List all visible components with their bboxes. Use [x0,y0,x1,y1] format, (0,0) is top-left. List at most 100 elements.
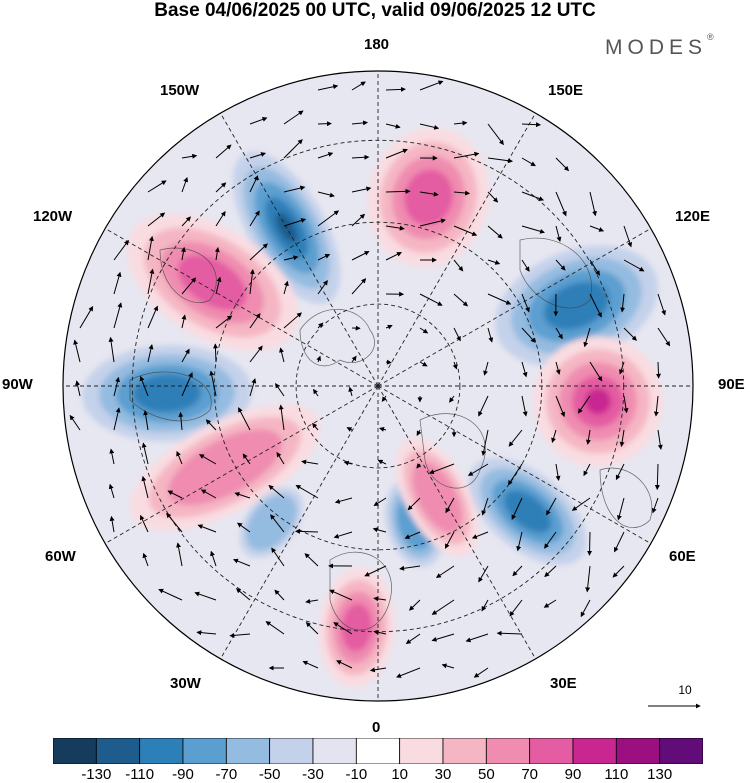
wind-vector [158,588,183,601]
wind-vector [249,378,257,397]
map-title: Base 04/06/2025 00 UTC, valid 09/06/2025… [154,0,596,21]
wind-vector [487,327,494,343]
wind-vector [521,361,528,378]
wind-vector [612,565,625,578]
wind-vector [147,344,154,363]
wind-vector [372,527,387,533]
label-180: 180 [364,36,390,53]
positive-anomaly [367,127,490,267]
wind-vector [283,280,289,295]
wind-vector [194,591,217,601]
wind-vector [546,497,557,516]
wind-vector [215,276,222,295]
wind-vector [379,426,387,432]
wind-vector [555,463,561,481]
wind-vector [587,531,593,556]
wind-vectors [69,80,671,678]
colorbar-swatch [182,738,227,764]
wind-vector [312,422,319,431]
anomaly-contour [504,490,552,533]
wind-vector [615,463,625,481]
wind-vector [551,429,557,444]
anomaly-contour [167,429,283,506]
wind-vector [181,153,198,159]
label-90w: 90W [2,376,33,393]
wind-vector [555,395,565,418]
wind-vector [210,550,217,567]
wind-vector [215,144,232,159]
wind-vector [521,122,542,128]
wind-vector [571,497,591,511]
wind-vector [278,404,285,431]
wind-vector [623,327,637,341]
wind-vector [147,305,159,329]
vector-reference-label: 10 [678,683,692,697]
wind-vector [419,327,429,334]
wind-vector [166,512,183,533]
wind-vector [385,123,401,129]
colorbar-swatch [95,738,141,764]
wind-vector [275,382,285,397]
wind-vector [589,191,597,217]
wind-vector [619,429,625,447]
wind-vector [453,151,480,159]
wind-vector [334,497,353,504]
anomaly-contour [246,494,297,551]
wind-vector [623,259,645,272]
wind-vector [521,259,530,272]
anomaly-contour [133,374,202,413]
wind-vector [580,599,591,618]
wind-vector [270,514,285,533]
latitude-circle [295,303,461,469]
wind-vector [544,531,557,549]
wind-vector [444,531,455,549]
label-0: 0 [372,719,381,736]
label-120w: 120W [33,208,73,225]
wind-vector [620,293,626,313]
wind-vector [616,497,625,521]
wind-vector [196,630,217,636]
modes-logo: MODES® [605,32,714,60]
colorbar-tick-label: 50 [477,766,495,783]
wind-vector [215,210,226,227]
wind-vector [577,395,591,414]
colorbar-swatch [225,738,271,764]
wind-vector [543,599,557,608]
wind-vector [555,361,561,375]
wind-vector [483,361,489,376]
wind-vector [555,259,566,271]
wind-vector [585,429,591,445]
meridian-line [220,112,379,387]
wind-vector [141,475,149,499]
wind-vector [516,531,523,552]
wind-vector [212,343,218,363]
wind-vector [441,663,455,669]
wind-vector [73,339,81,363]
wind-vector [655,361,661,379]
wind-vector [294,528,319,534]
wind-vector [351,278,367,295]
wind-vector [108,483,115,499]
wind-vector [167,490,183,499]
wind-vector [623,225,633,248]
colorbar-swatch [139,738,184,764]
wind-vector [555,191,567,217]
wind-vector [431,599,455,615]
wind-vector [453,327,461,342]
wind-vector [449,395,455,403]
wind-vector [305,598,319,604]
positive-anomaly [318,567,396,688]
wind-vector [487,293,512,305]
wind-vector [317,191,335,198]
wind-vector [271,547,285,567]
wind-vector [428,463,455,475]
wind-vector [452,361,458,370]
wind-vector [453,190,471,196]
negative-anomaly [239,487,303,558]
wind-vector [473,667,489,678]
wind-vector [467,463,489,476]
wind-vector [197,524,217,533]
colorbar-tick-label: -90 [172,766,194,783]
wind-vector [249,152,266,159]
